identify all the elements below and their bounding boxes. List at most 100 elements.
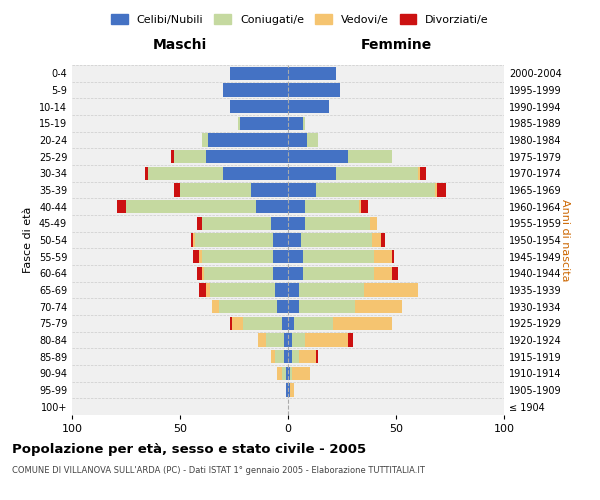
Bar	[199, 250, 202, 264]
Bar	[361, 200, 368, 213]
Bar	[303, 250, 374, 264]
Bar	[437, 184, 446, 196]
Bar	[281, 366, 286, 380]
Bar	[374, 250, 392, 264]
Bar	[292, 334, 305, 346]
Bar	[145, 166, 148, 180]
Bar	[288, 116, 303, 130]
Bar	[210, 284, 275, 296]
Bar	[303, 266, 374, 280]
Bar	[299, 350, 316, 364]
Bar	[199, 284, 206, 296]
Bar	[290, 384, 295, 396]
Bar	[418, 166, 420, 180]
Bar	[206, 284, 210, 296]
Bar	[288, 316, 295, 330]
Bar	[292, 350, 299, 364]
Bar	[288, 66, 335, 80]
Bar	[275, 350, 284, 364]
Bar	[284, 334, 288, 346]
Text: Femmine: Femmine	[361, 38, 431, 52]
Bar	[281, 316, 288, 330]
Bar	[288, 184, 316, 196]
Bar	[435, 184, 437, 196]
Bar	[288, 366, 290, 380]
Bar	[195, 234, 273, 246]
Legend: Celibi/Nubili, Coniugati/e, Vedovi/e, Divorziati/e: Celibi/Nubili, Coniugati/e, Vedovi/e, Di…	[108, 10, 492, 28]
Bar	[349, 150, 392, 164]
Bar	[288, 266, 303, 280]
Bar	[275, 284, 288, 296]
Bar	[305, 200, 359, 213]
Bar	[288, 284, 299, 296]
Bar	[206, 150, 288, 164]
Bar	[301, 234, 372, 246]
Bar	[197, 216, 202, 230]
Bar	[286, 366, 288, 380]
Bar	[219, 300, 277, 314]
Bar	[299, 300, 355, 314]
Bar	[359, 200, 361, 213]
Bar	[288, 234, 301, 246]
Bar	[232, 316, 242, 330]
Bar	[392, 250, 394, 264]
Bar	[202, 266, 204, 280]
Bar	[288, 200, 305, 213]
Text: Maschi: Maschi	[153, 38, 207, 52]
Bar	[305, 216, 370, 230]
Text: Popolazione per età, sesso e stato civile - 2005: Popolazione per età, sesso e stato civil…	[12, 442, 366, 456]
Bar	[126, 200, 256, 213]
Bar	[271, 216, 288, 230]
Bar	[288, 150, 349, 164]
Bar	[204, 266, 273, 280]
Text: COMUNE DI VILLANOVA SULL'ARDA (PC) - Dati ISTAT 1° gennaio 2005 - Elaborazione T: COMUNE DI VILLANOVA SULL'ARDA (PC) - Dat…	[12, 466, 425, 475]
Bar	[374, 266, 392, 280]
Bar	[334, 316, 392, 330]
Bar	[258, 334, 266, 346]
Bar	[316, 184, 435, 196]
Bar	[193, 234, 195, 246]
Bar	[271, 350, 275, 364]
Bar	[288, 166, 335, 180]
Bar	[241, 116, 288, 130]
Bar	[191, 234, 193, 246]
Bar	[251, 184, 288, 196]
Bar	[349, 334, 353, 346]
Bar	[197, 266, 202, 280]
Bar	[305, 334, 349, 346]
Bar	[202, 216, 271, 230]
Bar	[381, 234, 385, 246]
Bar	[288, 84, 340, 96]
Bar	[364, 284, 418, 296]
Bar	[288, 216, 305, 230]
Bar	[273, 266, 288, 280]
Bar	[230, 100, 288, 114]
Y-axis label: Fasce di età: Fasce di età	[23, 207, 33, 273]
Bar	[286, 384, 288, 396]
Bar	[355, 300, 403, 314]
Bar	[277, 300, 288, 314]
Bar	[288, 100, 329, 114]
Bar	[307, 134, 318, 146]
Bar	[256, 200, 288, 213]
Bar	[230, 66, 288, 80]
Bar	[173, 184, 180, 196]
Bar	[284, 350, 288, 364]
Bar	[292, 366, 310, 380]
Bar	[202, 134, 208, 146]
Bar	[277, 366, 281, 380]
Bar	[212, 300, 219, 314]
Y-axis label: Anni di nascita: Anni di nascita	[560, 198, 570, 281]
Bar	[288, 250, 303, 264]
Bar	[118, 200, 126, 213]
Bar	[370, 216, 377, 230]
Bar	[273, 234, 288, 246]
Bar	[223, 166, 288, 180]
Bar	[180, 184, 251, 196]
Bar	[392, 266, 398, 280]
Bar	[290, 366, 292, 380]
Bar	[420, 166, 426, 180]
Bar	[303, 116, 305, 130]
Bar	[230, 316, 232, 330]
Bar	[299, 284, 364, 296]
